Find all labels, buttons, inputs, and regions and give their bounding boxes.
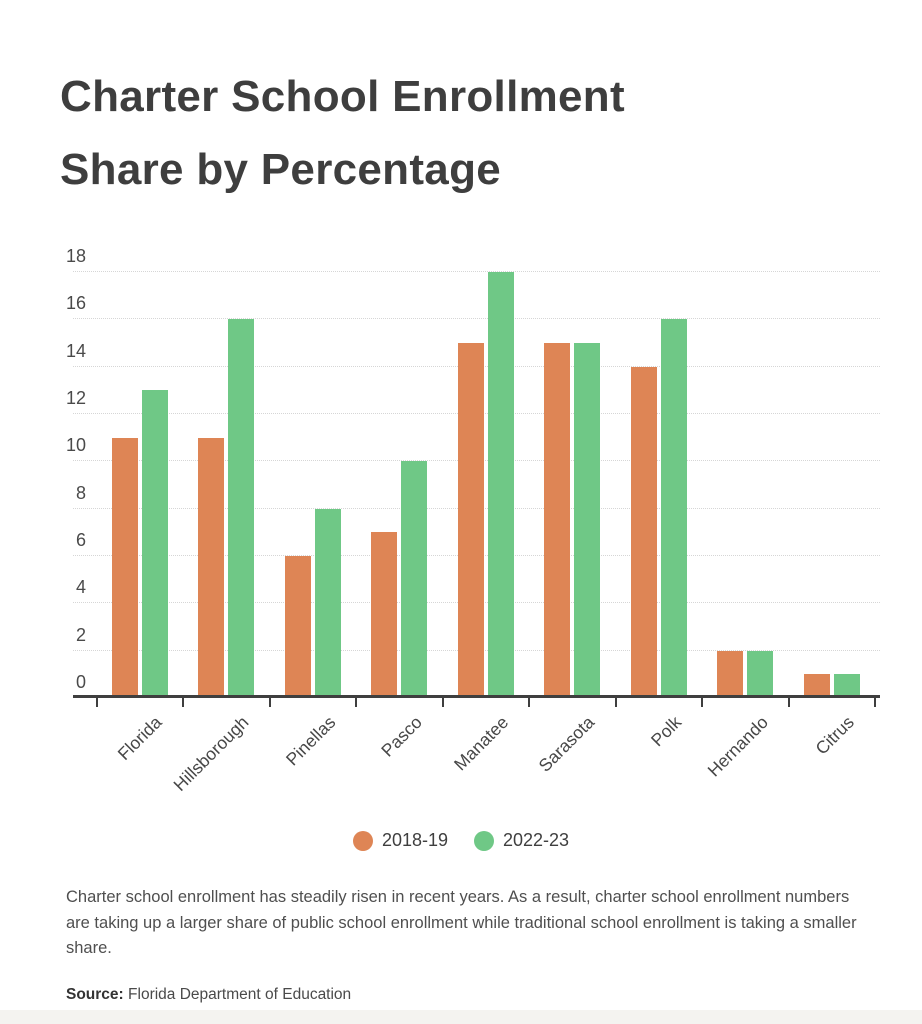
chart-title: Charter School Enrollment Share by Perce…	[60, 60, 625, 206]
x-axis-tick	[182, 698, 185, 707]
legend-item-2018-19: 2018-19	[352, 830, 448, 851]
bar-florida-2018-19	[111, 437, 138, 698]
bar-hillsborough-2018-19	[198, 437, 225, 698]
y-axis-label-14: 14	[65, 340, 86, 361]
x-axis-label-pasco: Pasco	[377, 712, 426, 761]
bar-sarasota-2022-23	[574, 343, 601, 698]
x-axis-label-florida: Florida	[114, 712, 167, 764]
y-axis-label-12: 12	[65, 388, 86, 408]
bar-hernando-2018-19	[717, 650, 744, 698]
y-axis-label-2: 2	[75, 624, 86, 645]
x-axis-label-manatee: Manatee	[449, 712, 513, 775]
x-axis-label-hernando: Hernando	[703, 712, 772, 781]
bar-sarasota-2018-19	[544, 343, 571, 698]
x-axis-tick	[614, 698, 617, 707]
x-axis-label-hillsborough: Hillsborough	[169, 712, 253, 795]
x-axis-label-sarasota: Sarasota	[534, 712, 599, 776]
chart-title-line1: Charter School Enrollment	[60, 72, 625, 121]
y-axis-label-16: 16	[65, 293, 86, 314]
x-axis-label-polk: Polk	[646, 712, 686, 751]
bar-florida-2022-23	[141, 390, 168, 698]
x-axis-label-citrus: Citrus	[811, 712, 859, 759]
bar-pinellas-2018-19	[284, 556, 311, 698]
chart-legend: 2018-19 2022-23	[0, 830, 922, 851]
y-axis-label-8: 8	[75, 482, 86, 503]
legend-label-2022-23: 2022-23	[503, 830, 570, 850]
x-axis-tick	[874, 698, 877, 707]
legend-item-2022-23: 2022-23	[474, 830, 569, 851]
bar-hernando-2022-23	[747, 650, 774, 698]
y-axis-label-10: 10	[65, 435, 86, 456]
bar-citrus-2018-19	[803, 674, 830, 698]
x-axis-label-pinellas: Pinellas	[281, 712, 340, 770]
footer-strip	[0, 1010, 922, 1024]
source-text: Florida Department of Education	[128, 986, 352, 1003]
legend-swatch-2022-23	[474, 830, 494, 851]
bar-polk-2018-19	[630, 366, 657, 698]
bar-pinellas-2022-23	[314, 508, 341, 698]
x-axis-tick	[787, 698, 790, 707]
source-label: Source:	[66, 986, 124, 1003]
y-axis-label-6: 6	[75, 530, 86, 550]
y-axis-label-4: 4	[75, 577, 86, 598]
x-axis-tick	[701, 698, 704, 707]
chart-caption: Charter school enrollment has steadily r…	[66, 888, 857, 957]
x-axis-tick	[355, 698, 358, 707]
y-axis-label-0: 0	[75, 672, 86, 692]
x-axis-tick	[528, 698, 531, 707]
plot-area	[73, 271, 880, 698]
bar-manatee-2022-23	[487, 272, 514, 698]
gridline-16	[73, 318, 880, 320]
x-axis-tick	[95, 698, 98, 707]
x-axis-tick	[268, 698, 271, 707]
chart-title-line2: Share by Percentage	[60, 145, 502, 194]
gridline-18	[73, 271, 880, 272]
legend-swatch-2018-19	[352, 830, 373, 851]
y-axis-label-18: 18	[65, 246, 86, 266]
source-line: Source: Florida Department of Education	[66, 986, 351, 1004]
x-axis-tick	[441, 698, 444, 707]
x-axis-line	[73, 695, 880, 698]
legend-label-2018-19: 2018-19	[381, 830, 448, 850]
bar-pasco-2018-19	[371, 532, 398, 698]
bar-citrus-2022-23	[833, 674, 860, 698]
bar-manatee-2018-19	[457, 343, 484, 698]
bar-hillsborough-2022-23	[228, 319, 255, 698]
bar-polk-2022-23	[660, 319, 687, 698]
bar-pasco-2022-23	[401, 461, 428, 698]
